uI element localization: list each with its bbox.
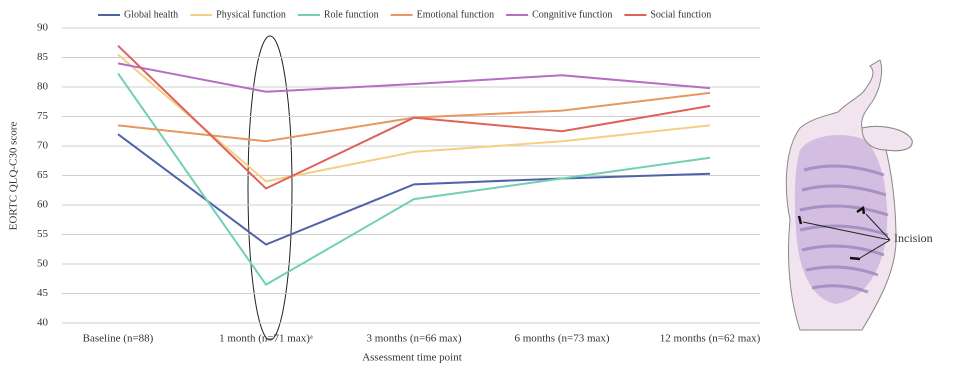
y-tick-label: 85: [37, 51, 49, 63]
legend-label: Physical function: [216, 9, 286, 20]
series-line: [118, 73, 710, 284]
legend-label: Role function: [324, 9, 379, 20]
annotation: Incision: [894, 231, 933, 245]
y-axis-label: EORTC QLQ-C30 score: [8, 122, 20, 231]
x-tick-label: Baseline (n=88): [83, 333, 154, 345]
body-illustration: Incision: [786, 60, 932, 330]
legend-label: Social function: [650, 9, 711, 20]
x-axis-label: Assessment time point: [362, 352, 462, 364]
y-tick-label: 55: [37, 228, 49, 240]
y-tick-label: 90: [37, 22, 49, 34]
series-line: [118, 134, 710, 244]
y-tick-label: 70: [37, 140, 49, 152]
legend-label: Global health: [124, 9, 178, 20]
y-tick-label: 50: [37, 258, 49, 270]
legend-label: Congnitive function: [532, 9, 612, 20]
y-tick-label: 45: [37, 287, 49, 299]
series-line: [118, 46, 710, 189]
y-tick-label: 65: [37, 169, 49, 181]
x-tick-label: 6 months (n=73 max): [514, 333, 609, 345]
x-tick-label: 3 months (n=66 max): [366, 333, 461, 345]
chart: EORTC QLQ-C30 score Assessment time poin…: [0, 0, 959, 368]
y-tick-label: 60: [37, 199, 49, 211]
y-tick-label: 40: [37, 317, 49, 329]
y-tick-label: 80: [37, 81, 49, 93]
x-tick-label: 12 months (n=62 max): [660, 333, 761, 345]
x-tick-label: 1 month (n=71 max)ᵃ: [219, 333, 313, 345]
legend-label: Emotional function: [417, 9, 495, 20]
y-tick-label: 75: [37, 110, 49, 122]
highlight-ellipse: [248, 36, 292, 340]
